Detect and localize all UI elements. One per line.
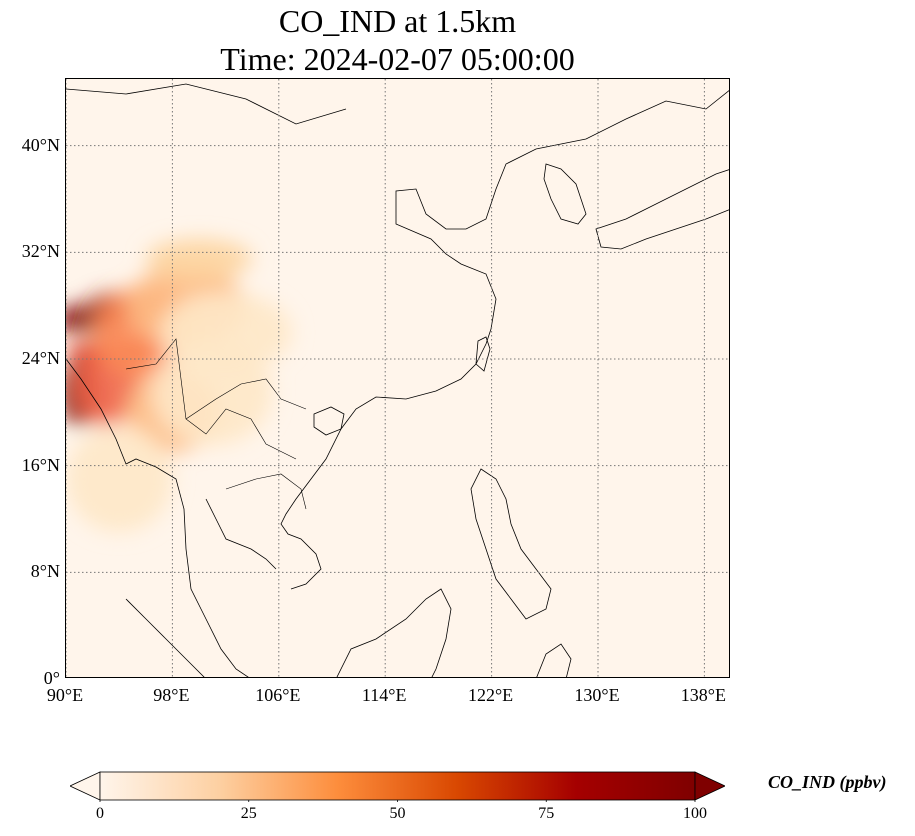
map-title-line-1: CO_IND at 1.5km xyxy=(278,3,517,39)
colorbar-tick-label: 100 xyxy=(683,805,707,822)
colorbar-max-extension xyxy=(694,771,726,801)
colorbar xyxy=(69,770,726,802)
colorbar-title: CO_IND (ppbv) xyxy=(768,772,887,792)
border-laos xyxy=(185,378,307,420)
coastline-philippines xyxy=(470,468,552,620)
colorbar-tick-marks xyxy=(99,800,696,802)
x-tick-label: 122°E xyxy=(467,685,514,705)
coastline-korea xyxy=(543,163,587,225)
colorbar-graphic xyxy=(69,771,726,802)
x-tick-label: 106°E xyxy=(255,685,301,705)
coastline-myanmar xyxy=(66,358,249,677)
map-title-line-2: Time: 2024-02-07 05:00:00 xyxy=(220,41,575,77)
y-tick-label: 0° xyxy=(43,668,60,688)
coastline-taiwan xyxy=(475,336,491,372)
coastline-gulf-thailand xyxy=(205,498,277,570)
co-plume-11 xyxy=(159,292,293,373)
colorbar-tick-label: 50 xyxy=(389,805,406,822)
y-tick-label: 16°N xyxy=(21,454,60,475)
map-canvas[interactable] xyxy=(66,79,730,678)
coastlines xyxy=(66,83,729,677)
x-tick-label: 138°E xyxy=(680,685,726,705)
coastline-east-asia xyxy=(280,90,729,590)
coastline-malay xyxy=(125,598,205,677)
border-interior xyxy=(125,338,297,460)
x-tick-label: 130°E xyxy=(574,685,620,705)
colorbar-tick-label: 75 xyxy=(538,805,555,822)
colorbar-min-extension xyxy=(69,771,101,801)
coastline-hainan xyxy=(313,406,345,436)
x-tick-label: 90°E xyxy=(46,685,84,705)
y-tick-label: 32°N xyxy=(21,241,60,262)
y-tick-label: 24°N xyxy=(21,348,60,368)
x-tick-label: 114°E xyxy=(361,685,407,705)
coastline-japan xyxy=(595,169,729,250)
border-cambodia xyxy=(225,473,307,510)
co-plume-7 xyxy=(145,239,253,279)
y-tick-label: 40°N xyxy=(21,134,60,155)
coastline-borneo xyxy=(336,588,452,677)
map-panel[interactable] xyxy=(65,78,730,678)
border-north xyxy=(66,83,347,125)
x-tick-label: 98°E xyxy=(153,685,190,705)
coastline-sulawesi xyxy=(536,643,572,677)
y-tick-label: 8°N xyxy=(30,561,60,582)
co-plume-10 xyxy=(66,425,173,533)
colorbar-tick-label: 25 xyxy=(240,805,257,822)
colorbar-gradient xyxy=(99,771,696,801)
gridlines xyxy=(66,79,729,677)
colorbar-tick-label: 0 xyxy=(96,805,104,822)
